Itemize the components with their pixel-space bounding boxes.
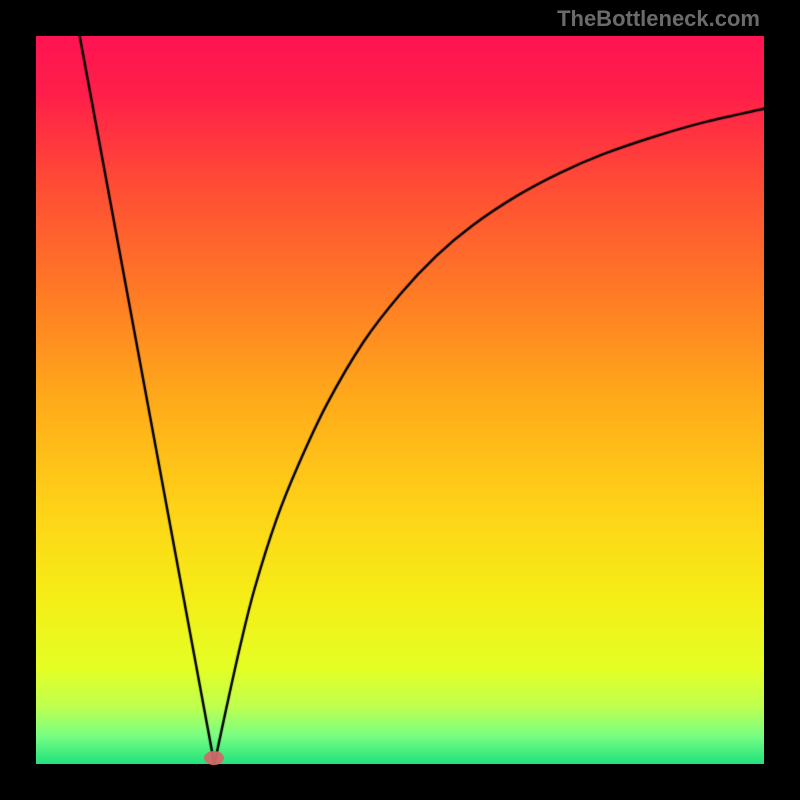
plot-area [36, 36, 764, 764]
gradient-and-curve-canvas [36, 36, 764, 764]
minimum-point-marker [204, 751, 224, 765]
watermark-text: TheBottleneck.com [557, 6, 760, 32]
